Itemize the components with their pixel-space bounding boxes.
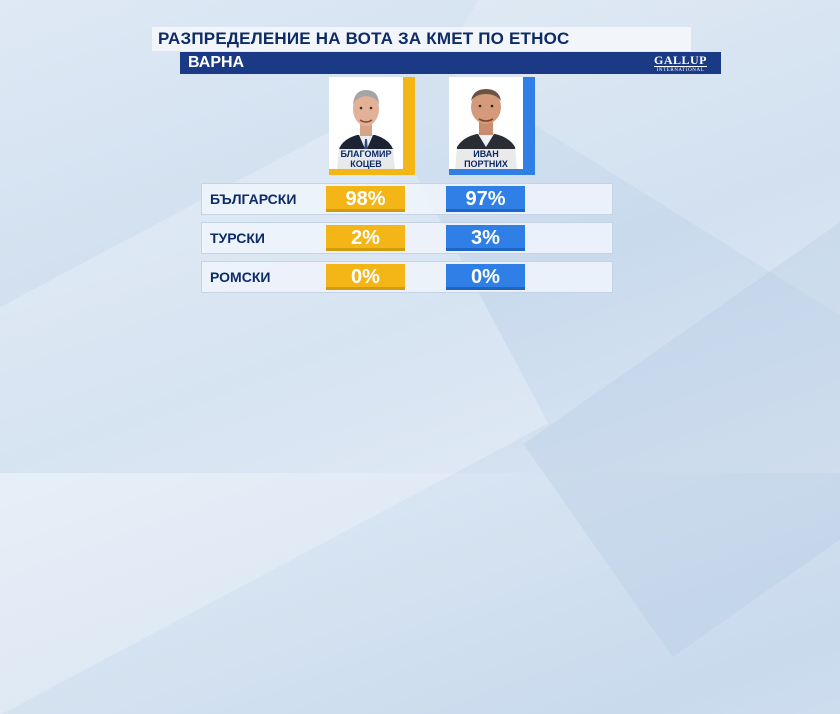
- row-label: БЪЛГАРСКИ: [210, 191, 297, 207]
- chart-subtitle: ВАРНА: [188, 54, 245, 71]
- candidate-photo-1: [329, 77, 403, 169]
- row-label: РОМСКИ: [210, 269, 271, 285]
- card-accent: [403, 77, 415, 175]
- value-candidate-1: 2%: [326, 225, 405, 251]
- candidate-name-2: ИВАН ПОРТНИХ: [449, 149, 523, 169]
- row-label: ТУРСКИ: [210, 230, 265, 246]
- value-candidate-1: 98%: [326, 186, 405, 212]
- candidate-card-2: ИВАН ПОРТНИХ: [449, 77, 535, 175]
- table-row: БЪЛГАРСКИ 98% 97%: [201, 183, 613, 215]
- card-accent: [329, 169, 415, 175]
- table-row: ТУРСКИ 2% 3%: [201, 222, 613, 254]
- value-candidate-1: 0%: [326, 264, 405, 290]
- value-candidate-2: 0%: [446, 264, 525, 290]
- value-candidate-2: 3%: [446, 225, 525, 251]
- value-candidate-2: 97%: [446, 186, 525, 212]
- card-accent: [523, 77, 535, 175]
- subtitle-bar: ВАРНА GALLUP INTERNATIONAL: [180, 52, 721, 74]
- person-photo-icon: [329, 77, 403, 169]
- title-bar: РАЗПРЕДЕЛЕНИЕ НА ВОТА ЗА КМЕТ ПО ЕТНОС: [152, 27, 691, 51]
- gallup-logo: GALLUP INTERNATIONAL: [653, 53, 707, 73]
- candidate-name-1: БЛАГОМИР КОЦЕВ: [329, 149, 403, 169]
- table-row: РОМСКИ 0% 0%: [201, 261, 613, 293]
- chart-title: РАЗПРЕДЕЛЕНИЕ НА ВОТА ЗА КМЕТ ПО ЕТНОС: [158, 29, 570, 48]
- card-accent: [449, 169, 535, 175]
- candidate-card-1: БЛАГОМИР КОЦЕВ: [329, 77, 415, 175]
